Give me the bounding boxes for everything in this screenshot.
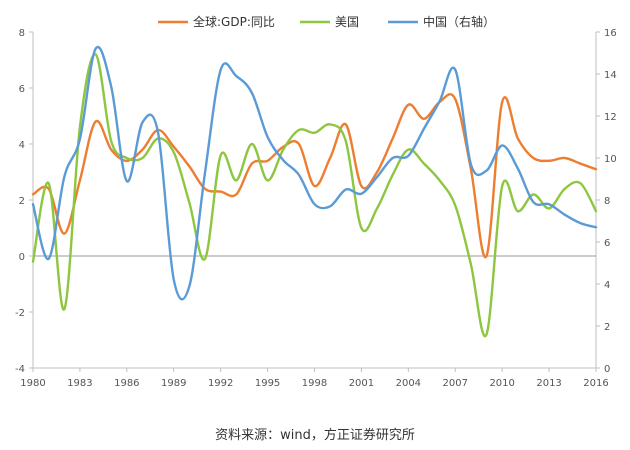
y-right-tick-label: 6 (604, 238, 610, 249)
y-right-tick-label: 10 (604, 154, 617, 165)
y-left-tick-label: 6 (19, 84, 25, 95)
chart-legend: 全球:GDP:同比 美国 中国（右轴） (158, 14, 495, 29)
x-tick-label: 2010 (489, 378, 514, 389)
y-right-tick-label: 0 (604, 364, 610, 375)
y-left-tick-label: -4 (15, 364, 25, 375)
y-right-tick-label: 14 (604, 70, 617, 81)
source-caption: 资料来源：wind，方正证券研究所 (215, 428, 415, 443)
x-tick-label: 1995 (255, 378, 280, 389)
series-line-global-gdp (31, 93, 598, 259)
y-left-tick-label: -2 (15, 308, 25, 319)
legend-item-global-gdp: 全球:GDP:同比 (158, 14, 275, 29)
chart-axes: 8 6 4 2 0 -2 -4 16 14 12 10 8 6 4 2 0 1980 1983 1986 1989 19… (15, 28, 617, 389)
y-left-tick-label: 2 (19, 196, 25, 207)
x-tick-label: 2007 (443, 378, 468, 389)
series-line-china (31, 45, 598, 301)
y-left-tick-label: 0 (19, 252, 25, 263)
x-tick-label: 1989 (161, 378, 186, 389)
legend-item-usa: 美国 (300, 15, 359, 29)
legend-label: 中国（右轴） (423, 14, 495, 29)
x-tick-label: 2013 (536, 378, 561, 389)
y-right-tick-label: 2 (604, 322, 610, 333)
y-right-tick-label: 8 (604, 196, 610, 207)
series-line-usa (31, 53, 598, 338)
y-right-tick-label: 16 (604, 28, 617, 39)
x-tick-label: 1998 (302, 378, 327, 389)
x-tick-label: 1992 (208, 378, 233, 389)
legend-label: 全球:GDP:同比 (193, 14, 275, 29)
x-tick-label: 1983 (67, 378, 92, 389)
x-tick-label: 2016 (583, 378, 608, 389)
x-tick-label: 2004 (396, 378, 421, 389)
legend-item-china: 中国（右轴） (388, 14, 495, 29)
y-right-tick-label: 12 (604, 112, 617, 123)
legend-label: 美国 (335, 15, 359, 29)
y-left-tick-label: 8 (19, 28, 25, 39)
x-tick-label: 2001 (349, 378, 374, 389)
x-tick-label: 1986 (114, 378, 139, 389)
y-right-tick-label: 4 (604, 280, 610, 291)
chart-canvas: 全球:GDP:同比 美国 中国（右轴） 86420-2-41614121086420… (15, 14, 617, 389)
y-left-tick-label: 4 (19, 140, 25, 151)
chart-series (31, 45, 598, 338)
x-tick-label: 1980 (20, 378, 45, 389)
